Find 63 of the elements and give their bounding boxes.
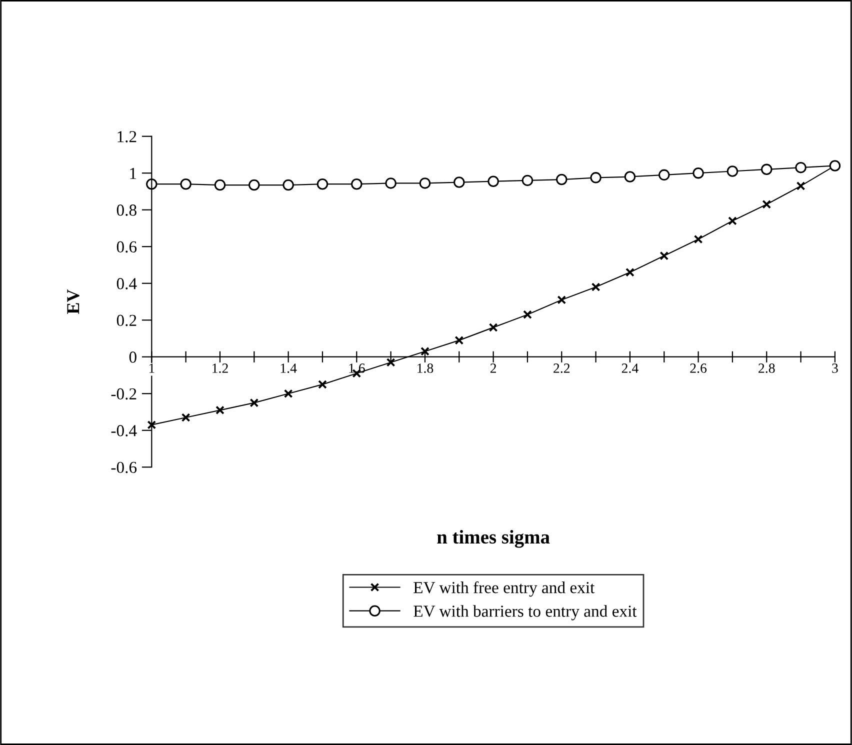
point [146,178,158,190]
y-tick-label: 1 [130,168,136,179]
point [590,172,602,184]
point [692,167,704,179]
point [728,216,737,226]
point [419,178,431,189]
y-tick-label: 0.6 [116,241,137,253]
y-tick-label: -0.4 [111,425,137,436]
point [216,406,224,415]
point [624,171,636,182]
y-axis-title: EV [67,289,80,314]
point [796,182,806,190]
point [556,174,568,186]
point [214,179,226,191]
point [318,380,327,389]
y-tick-label: 0.2 [116,314,136,326]
point [488,323,498,332]
point [591,282,600,292]
point [454,336,464,345]
x-tick-label: 2.2 [554,364,570,373]
point [557,295,566,304]
point [284,389,293,398]
point [762,200,772,209]
x-tick-label: 2.8 [758,364,775,373]
point [454,176,465,188]
point [248,179,260,191]
point [250,398,259,408]
point [420,346,430,356]
x-tick-label: 2.4 [622,364,638,373]
y-tick-label: 0 [129,352,136,363]
point [351,178,362,190]
point [626,268,634,277]
y-tick-label: 0.8 [116,204,136,216]
y-tick-label: 0.4 [116,278,137,290]
point [385,178,396,189]
point [694,234,703,244]
point [523,310,532,320]
point [386,358,396,367]
point [660,251,669,260]
point [147,420,156,430]
point [522,174,534,186]
x-tick-label: 1.4 [280,364,297,373]
x-tick-label: 2.6 [690,364,707,373]
point [488,176,499,187]
point [181,413,190,422]
x-tick-label: 3 [832,364,838,373]
point [658,169,670,181]
y-tick-label: -0.6 [111,462,137,474]
point [180,178,192,190]
y-tick-label: 1.2 [118,131,136,142]
point [795,162,806,174]
x-tick-label: 1.2 [212,364,228,373]
legend-label: EV with free entry and exit [414,581,595,597]
legend-label: EV with barriers to entry and exit [414,605,637,620]
point [761,164,772,176]
x-tick-label: 1.8 [418,364,434,373]
point [316,178,328,190]
point [726,166,738,177]
x-tick-label: 2 [490,364,496,373]
y-tick-label: -0.2 [111,388,136,400]
x-tick-label: 1 [149,364,154,373]
x-axis-title: n times sigma [437,530,550,548]
point [282,179,294,191]
